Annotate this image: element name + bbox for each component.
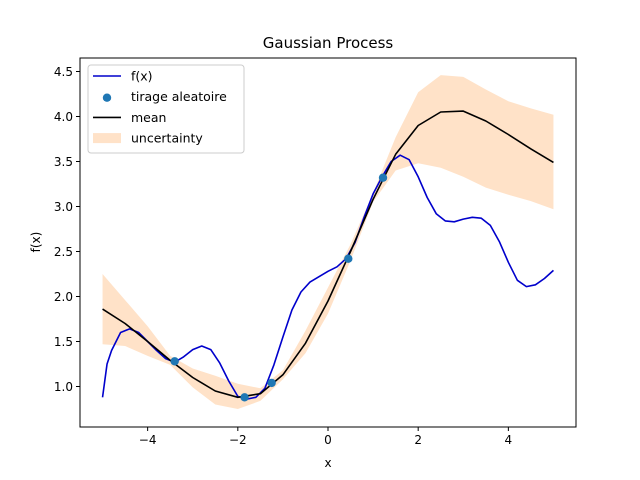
y-tick-label: 3.5 (54, 155, 73, 169)
sample-point (344, 254, 353, 263)
sample-point (378, 173, 388, 182)
sample-point (170, 357, 179, 366)
y-tick-label: 4.5 (54, 65, 73, 79)
y-axis-label: f(x) (29, 232, 43, 253)
sample-point (240, 393, 249, 402)
chart-title: Gaussian Process (263, 34, 394, 52)
x-tick-label: −4 (139, 433, 157, 447)
plot-area (101, 75, 554, 409)
x-tick-label: 2 (414, 433, 422, 447)
legend-label: mean (131, 110, 166, 125)
legend: f(x) tirage aleatoire mean uncertainty (87, 64, 245, 154)
axes: −4 −2 0 2 4 1.0 1.5 2.0 2.5 3.0 3.5 4.0 4.5 (54, 57, 577, 447)
x-axis-label: x (324, 456, 331, 470)
x-tick-label: −2 (229, 433, 247, 447)
legend-label: tirage aleatoire (131, 89, 227, 104)
y-tick-label: 2.5 (54, 245, 73, 259)
legend-label: uncertainty (131, 131, 203, 146)
y-tick-label: 3.0 (54, 200, 73, 214)
y-tick-label: 1.5 (54, 335, 73, 349)
sample-point (267, 378, 276, 388)
x-tick-label: 4 (505, 433, 513, 447)
y-tick-label: 1.0 (54, 380, 73, 394)
uncertainty-band (102, 75, 554, 409)
mean-line (102, 110, 554, 399)
x-tick-label: 0 (324, 433, 332, 447)
legend-swatch-marker (102, 93, 112, 102)
y-tick-label: 2.0 (54, 290, 73, 304)
legend-label: f(x) (131, 69, 153, 84)
legend-box (87, 64, 245, 154)
legend-swatch-patch (93, 133, 121, 144)
y-tick-label: 4.0 (54, 110, 73, 124)
